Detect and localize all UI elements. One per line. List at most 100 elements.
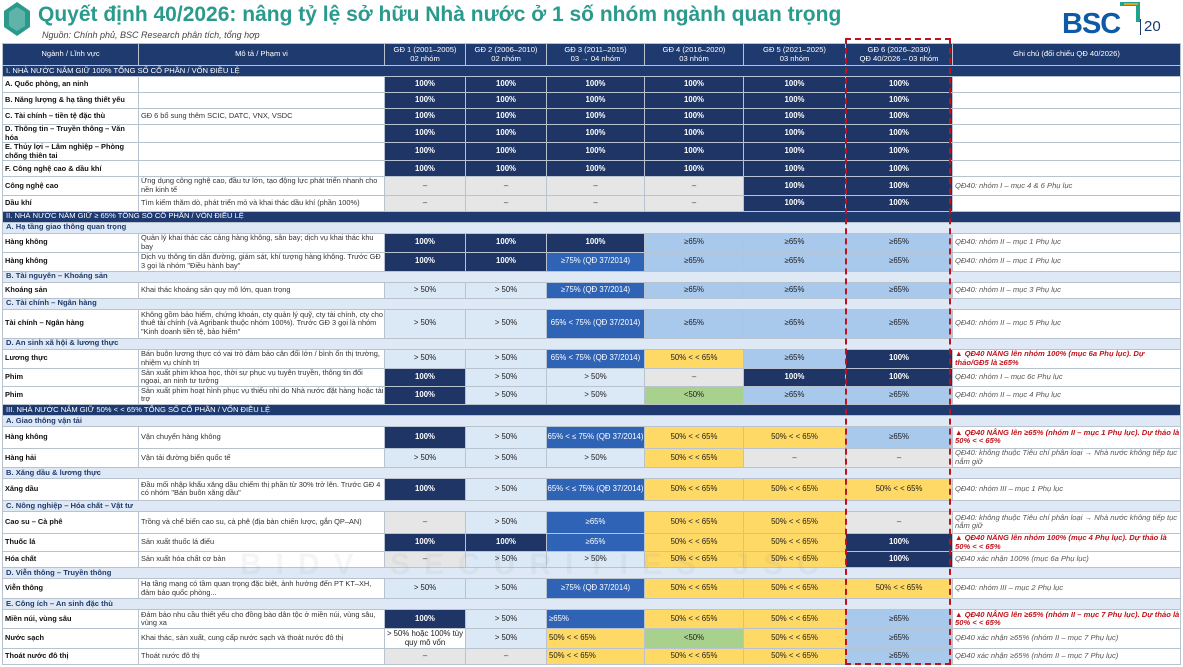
ownership-cell-gd2: 100% bbox=[465, 92, 547, 109]
teal-diamond-logo-icon bbox=[4, 2, 30, 36]
sector-description: Trồng và chế biến cao su, cà phê (địa bà… bbox=[138, 510, 385, 534]
table-row: E. Thủy lợi – Lâm nghiệp – Phòng chống t… bbox=[2, 142, 1181, 162]
sector-name: Viễn thông bbox=[2, 578, 139, 600]
ownership-cell-gd4: 100% bbox=[644, 123, 744, 144]
ownership-cell-gd6: 50% < < 65% bbox=[845, 578, 953, 600]
note-cell: QĐ40: nhóm II – mục 4 Phụ lục bbox=[952, 385, 1181, 405]
ownership-cell-gd1: 100% bbox=[384, 142, 466, 162]
ownership-cell-gd2: > 50% bbox=[465, 551, 547, 569]
ownership-cell-gd4: 50% < < 65% bbox=[644, 578, 744, 600]
sector-description: Đầu mối nhập khẩu xăng dầu chiếm thị phầ… bbox=[138, 477, 385, 501]
ownership-cell-gd3: 65% < ≤ 75% (QĐ 37/2014) bbox=[546, 477, 645, 501]
ownership-cell-gd6: 50% < < 65% bbox=[845, 477, 953, 501]
table-row: Nước sạch Khai thác, sản xuất, cung cấp n… bbox=[2, 628, 1181, 650]
column-header-line2: 03 → 04 nhóm bbox=[570, 53, 621, 63]
ownership-cell-gd5: 50% < < 65% bbox=[743, 477, 846, 501]
sector-description: Tìm kiếm thăm dò, phát triển mỏ và khai … bbox=[138, 194, 385, 212]
note-cell: QĐ40: nhóm I – mục 6c Phụ lục bbox=[952, 367, 1181, 387]
ownership-table-wrapper: Ngành / Lĩnh vực Mô tả / Phạm vi GĐ 1 (200… bbox=[2, 43, 1181, 666]
note-cell: ▲ QĐ40 NÂNG lên ≥65% (nhóm II – mục 7 Ph… bbox=[952, 609, 1181, 630]
table-header-row: Ngành / Lĩnh vực Mô tả / Phạm vi GĐ 1 (200… bbox=[2, 43, 1181, 66]
sector-name: Miền núi, vùng sâu bbox=[2, 609, 139, 630]
subsection-title: A. Giao thông vận tải bbox=[2, 414, 1181, 427]
column-header-line1: GĐ 2 (2006–2010) bbox=[474, 44, 538, 54]
sector-description: Thoát nước đô thị bbox=[138, 648, 385, 666]
sector-name: Hàng không bbox=[2, 251, 139, 272]
ownership-cell-gd5: 50% < < 65% bbox=[743, 532, 846, 553]
ownership-cell-gd5: ≥65% bbox=[743, 281, 846, 299]
column-header: Ngành / Lĩnh vực bbox=[2, 43, 139, 66]
table-row: Miền núi, vùng sâu Đảm bảo nhu cầu thiết … bbox=[2, 609, 1181, 630]
sector-description: Không gồm bảo hiểm, chứng khoán, cty quả… bbox=[138, 308, 385, 339]
table-row: Thuốc lá Sản xuất thuốc lá điếu 100% 100% ≥6… bbox=[2, 532, 1181, 553]
note-cell bbox=[952, 160, 1181, 178]
column-header: Mô tả / Phạm vi bbox=[138, 43, 385, 66]
subsection-header-row: E. Công ích – An sinh đặc thù bbox=[2, 598, 1181, 611]
note-cell: ▲ QĐ40 NÂNG lên ≥65% (nhóm II – mục 1 Ph… bbox=[952, 425, 1181, 449]
column-header-line1: GĐ 5 (2021–2025) bbox=[763, 44, 826, 54]
ownership-cell-gd1: 100% bbox=[384, 160, 466, 178]
ownership-cell-gd2: 100% bbox=[465, 76, 547, 93]
ownership-cell-gd1: – bbox=[384, 551, 466, 569]
table-row: Tài chính – Ngân hàng Không gồm bảo hiểm,… bbox=[2, 308, 1181, 339]
column-header-line1: Mô tả / Phạm vi bbox=[235, 49, 288, 59]
sector-name: Công nghệ cao bbox=[2, 176, 139, 196]
subsection-title: E. Công ích – An sinh đặc thù bbox=[2, 598, 1181, 611]
ownership-cell-gd6: 100% bbox=[845, 551, 953, 569]
ownership-cell-gd3: ≥75% (QĐ 37/2014) bbox=[546, 251, 645, 272]
ownership-cell-gd4: ≥65% bbox=[644, 251, 744, 272]
ownership-cell-gd5: 50% < < 65% bbox=[743, 578, 846, 600]
column-header-line2: 02 nhóm bbox=[491, 53, 521, 63]
note-cell: QĐ40: không thuộc Tiêu chí phân loại → N… bbox=[952, 447, 1181, 468]
sector-name: Dầu khí bbox=[2, 194, 139, 212]
table-row: Thoát nước đô thị Thoát nước đô thị – –50% … bbox=[2, 648, 1181, 666]
ownership-cell-gd6: 100% bbox=[845, 367, 953, 387]
ownership-cell-gd5: 100% bbox=[743, 123, 846, 144]
section-header-row: II. NHÀ NƯỚC NẮM GIỮ ≥ 65% TỔNG SỐ CỔ PH… bbox=[2, 210, 1181, 223]
ownership-cell-gd6: 100% bbox=[845, 123, 953, 144]
ownership-cell-gd6: ≥65% bbox=[845, 232, 953, 253]
ownership-cell-gd4: 50% < < 65% bbox=[644, 609, 744, 630]
ownership-cell-gd4: – bbox=[644, 367, 744, 387]
ownership-cell-gd1: 100% bbox=[384, 108, 466, 125]
note-cell: QĐ40: không thuộc Tiêu chí phân loại → N… bbox=[952, 510, 1181, 534]
ownership-cell-gd5: ≥65% bbox=[743, 308, 846, 339]
note-cell: QĐ40: nhóm II – mục 1 Phụ lục bbox=[952, 251, 1181, 272]
ownership-cell-gd6: ≥65% bbox=[845, 609, 953, 630]
note-cell bbox=[952, 142, 1181, 162]
ownership-cell-gd1: > 50% bbox=[384, 308, 466, 339]
sector-name: Phim bbox=[2, 367, 139, 387]
ownership-cell-gd1: 100% bbox=[384, 123, 466, 144]
ownership-cell-gd4: – bbox=[644, 176, 744, 196]
ownership-cell-gd4: ≥65% bbox=[644, 281, 744, 299]
subsection-title: B. Xăng dầu & lương thực bbox=[2, 466, 1181, 479]
ownership-cell-gd1: 100% bbox=[384, 232, 466, 253]
ownership-cell-gd5: 50% < < 65% bbox=[743, 551, 846, 569]
sector-description bbox=[138, 123, 385, 144]
ownership-cell-gd2: 100% bbox=[465, 232, 547, 253]
ownership-cell-gd5: 100% bbox=[743, 194, 846, 212]
note-cell: QĐ40 xác nhận ≥65% (nhóm II – mục 7 Phụ … bbox=[952, 648, 1181, 666]
sector-description: Sản xuất hóa chất cơ bản bbox=[138, 551, 385, 569]
ownership-cell-gd4: 100% bbox=[644, 160, 744, 178]
sector-name: Khoáng sản bbox=[2, 281, 139, 299]
ownership-cell-gd3: 50% < < 65% bbox=[546, 648, 645, 666]
ownership-cell-gd5: 50% < < 65% bbox=[743, 425, 846, 449]
note-cell bbox=[952, 76, 1181, 93]
subsection-header-row: D. An sinh xã hội & lương thực bbox=[2, 337, 1181, 350]
ownership-cell-gd6: – bbox=[845, 510, 953, 534]
ownership-cell-gd2: 100% bbox=[465, 108, 547, 125]
ownership-cell-gd2: – bbox=[465, 194, 547, 212]
ownership-cell-gd2: > 50% bbox=[465, 578, 547, 600]
ownership-cell-gd4: 50% < < 65% bbox=[644, 551, 744, 569]
ownership-cell-gd6: 100% bbox=[845, 142, 953, 162]
ownership-cell-gd1: 100% bbox=[384, 477, 466, 501]
column-header: GĐ 1 (2001–2005) 02 nhóm bbox=[384, 43, 466, 66]
column-header-line1: Ghi chú (đối chiếu QĐ 40/2026) bbox=[1013, 49, 1120, 59]
table-row: Dầu khí Tìm kiếm thăm dò, phát triển mỏ v… bbox=[2, 194, 1181, 212]
ownership-cell-gd3: 100% bbox=[546, 123, 645, 144]
bsc-logo: BSC bbox=[1062, 2, 1146, 42]
sector-name: F. Công nghệ cao & dầu khí bbox=[2, 160, 139, 178]
sector-description bbox=[138, 92, 385, 109]
table-row: Xăng dầu Đầu mối nhập khẩu xăng dầu chiếm… bbox=[2, 477, 1181, 501]
